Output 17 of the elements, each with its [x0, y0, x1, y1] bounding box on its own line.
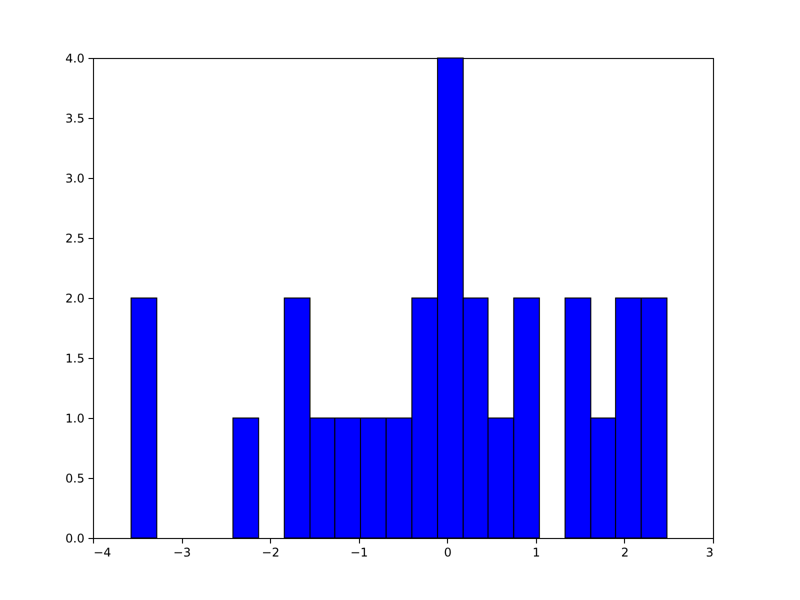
y-tick-label: 0.5: [65, 472, 84, 486]
y-tick-label: 2.0: [65, 292, 84, 306]
x-tick-label: 3: [706, 546, 714, 560]
x-tick-label: −4: [94, 546, 112, 560]
x-tick-label: −1: [350, 546, 368, 560]
x-tick-label: 0: [444, 546, 452, 560]
y-tick-label: 1.5: [65, 352, 84, 366]
x-tick-label: 2: [621, 546, 629, 560]
y-tick-label: 3.5: [65, 112, 84, 126]
y-tick-label: 1.0: [65, 412, 84, 426]
y-tick-label: 3.0: [65, 172, 84, 186]
x-tick-label: 1: [532, 546, 540, 560]
y-tick-label: 2.5: [65, 232, 84, 246]
y-tick-label: 4.0: [65, 52, 84, 66]
y-tick-label: 0.0: [65, 532, 84, 546]
x-tick-label: −3: [173, 546, 191, 560]
x-tick-label: −2: [262, 546, 280, 560]
